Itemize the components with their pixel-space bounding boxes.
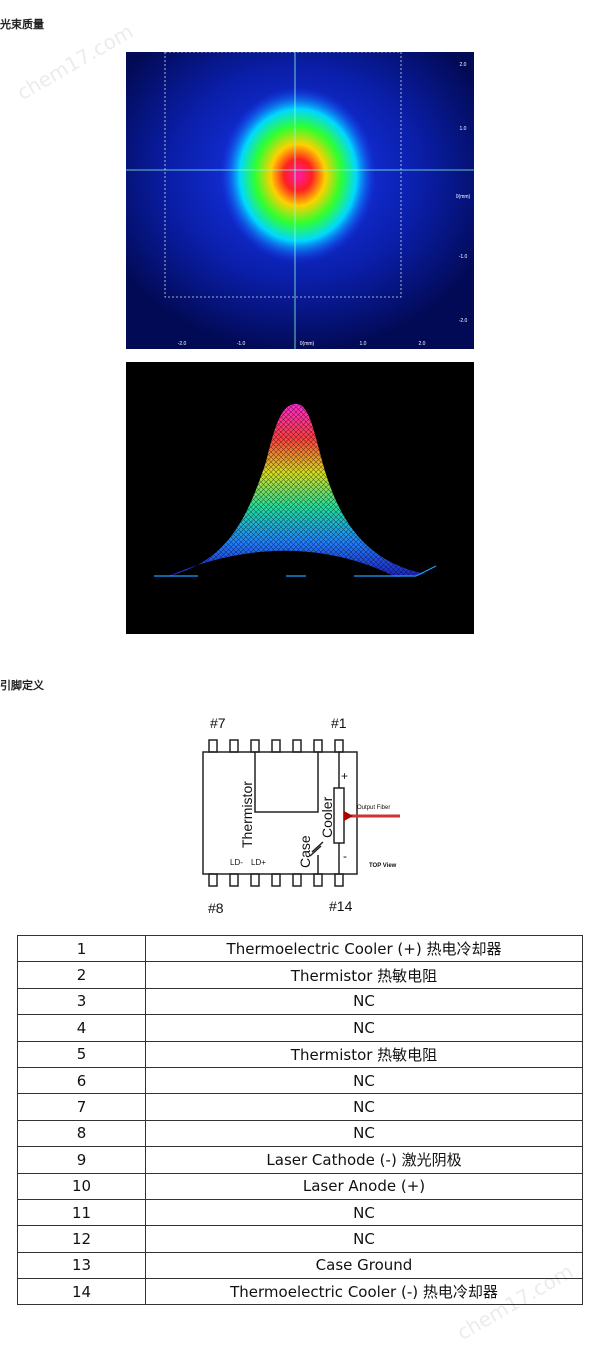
pin-label: #14 [329,898,353,914]
component-label: Case [297,835,313,868]
table-row: 7 NC [17,1093,583,1121]
pin-label: #1 [331,715,347,731]
pin-label: #7 [210,715,226,731]
axis-label: -1.0 [237,341,246,347]
table-row: 3 NC [17,987,583,1016]
pin-label: LD+ [251,858,266,867]
section-title: 光束质量 [0,18,44,31]
pin-function: Case Ground [145,1251,583,1280]
table-row: 12 NC [17,1225,583,1253]
pin-function: Thermoelectric Cooler (-) 热电冷却器 [145,1278,583,1306]
table-row: 8 NC [17,1119,583,1148]
beam-3d-image [126,362,474,634]
pin-function: NC [145,987,583,1016]
pin-function: NC [145,1066,583,1095]
pin-label: LD- [230,858,243,867]
table-row: 5 Thermistor 热敏电阻 [17,1040,583,1068]
table-row: 4 NC [17,1014,583,1042]
pin-function: Thermoelectric Cooler (+) 热电冷却器 [145,934,583,963]
pin-number: 6 [17,1066,146,1095]
polarity: + [341,769,348,783]
pin-number: 14 [17,1278,146,1306]
pin-number: 7 [17,1093,146,1121]
axis-label: -2.0 [459,318,468,324]
pin-number: 13 [17,1251,146,1280]
axis-label: 2.0 [419,341,426,347]
table-row: 10 Laser Anode (+) [17,1172,583,1200]
table-row: 14 Thermoelectric Cooler (-) 热电冷却器 [17,1278,583,1306]
table-row: 13 Case Ground [17,1251,583,1280]
pin-function: NC [145,1093,583,1121]
pin-number: 11 [17,1198,146,1227]
axis-label: 2.0 [460,62,467,68]
polarity: - [343,849,347,863]
axis-label: 0(mm) [300,341,315,347]
axis-label: -1.0 [459,254,468,260]
table-row: 9 Laser Cathode (-) 激光阴极 [17,1146,583,1174]
pin-diagram: #7 #1 #8 #14 Thermistor Cooler Case LD- … [202,715,400,916]
pin-number: 2 [17,961,146,989]
pin-function: NC [145,1225,583,1253]
pin-number: 4 [17,1014,146,1042]
pin-function: Laser Cathode (-) 激光阴极 [145,1146,583,1174]
axis-label: -2.0 [178,341,187,347]
section-title: 引脚定义 [0,679,44,692]
pin-number: 1 [17,934,146,963]
pin-table: 1 Thermoelectric Cooler (+) 热电冷却器 2 Thermis… [17,934,583,1306]
pin-function: Thermistor 热敏电阻 [145,1040,583,1068]
pin-function: NC [145,1198,583,1227]
pin-function: Laser Anode (+) [145,1172,583,1200]
annotation: Output Fiber [357,805,390,811]
pin-number: 3 [17,987,146,1016]
pin-number: 8 [17,1119,146,1148]
pin-number: 12 [17,1225,146,1253]
pin-function: NC [145,1014,583,1042]
axis-label: 1.0 [360,341,367,347]
pin-function: NC [145,1119,583,1148]
pin-function: Thermistor 热敏电阻 [145,961,583,989]
pin-number: 10 [17,1172,146,1200]
component-label: Cooler [319,796,335,838]
beam-profile-image: 2.0 1.0 0(mm) -1.0 -2.0 -2.0 -1.0 0(mm) 1.0 2.0 [126,52,474,349]
pin-label: #8 [208,900,224,916]
axis-label: 1.0 [460,126,467,132]
table-row: 2 Thermistor 热敏电阻 [17,961,583,989]
table-row: 1 Thermoelectric Cooler (+) 热电冷却器 [17,934,583,963]
table-row: 11 NC [17,1198,583,1227]
pin-number: 9 [17,1146,146,1174]
pin-number: 5 [17,1040,146,1068]
axis-label: 0(mm) [456,194,471,200]
component-label: Thermistor [239,781,255,848]
annotation: TOP View [369,863,397,869]
table-row: 6 NC [17,1066,583,1095]
